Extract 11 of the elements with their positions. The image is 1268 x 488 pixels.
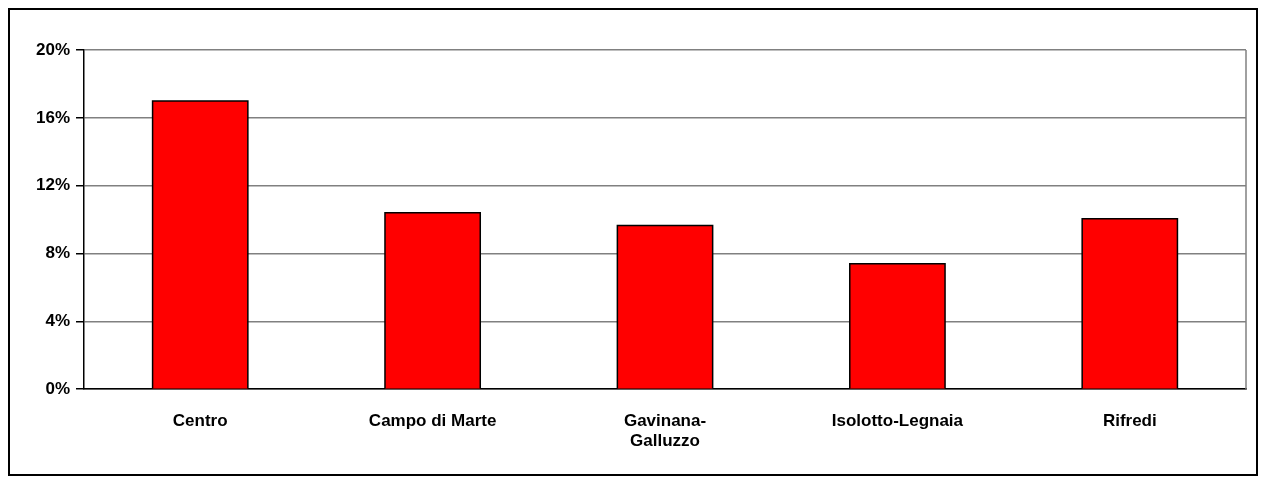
x-tick-label: Gavinana-Galluzzo <box>623 411 707 451</box>
x-tick-label: Centro <box>172 411 228 431</box>
y-tick-label: 16% <box>35 107 71 127</box>
x-tick-label: Isolotto-Legnaia <box>831 411 964 431</box>
y-tick-label: 0% <box>45 378 71 398</box>
y-tick-label: 8% <box>45 243 71 263</box>
y-tick-label: 20% <box>35 39 71 59</box>
y-tick-label: 12% <box>35 175 71 195</box>
y-tick-label: 4% <box>45 311 71 331</box>
x-tick-label: Campo di Marte <box>368 411 497 431</box>
x-tick-label: Rifredi <box>1102 411 1157 431</box>
